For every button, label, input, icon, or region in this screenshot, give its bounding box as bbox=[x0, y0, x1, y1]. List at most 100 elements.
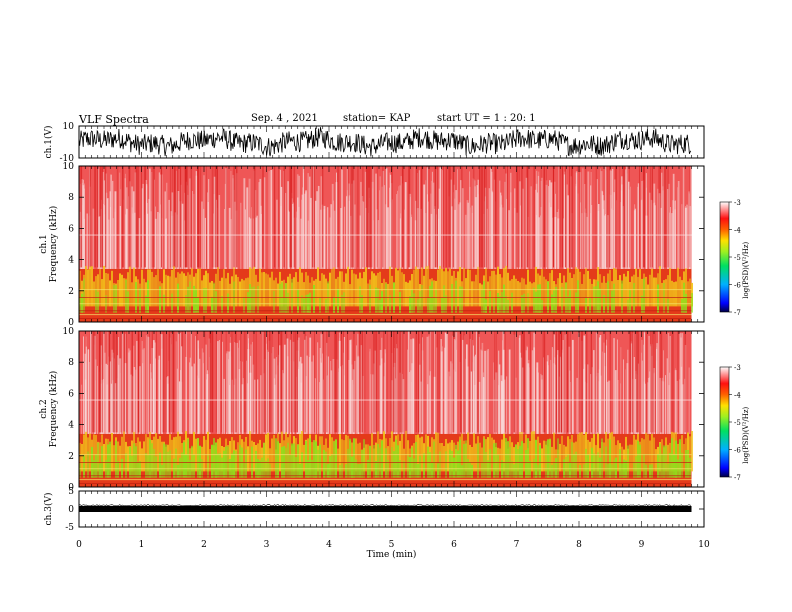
ch2-spectrogram-green-column bbox=[517, 449, 519, 478]
ch2-spectrogram-yellow-column bbox=[143, 441, 145, 472]
ch2-spectrogram-speckle-white bbox=[653, 368, 656, 438]
ch2-spectrogram-green-column bbox=[665, 445, 667, 478]
ch2-spectrogram-speckle-red bbox=[386, 331, 388, 433]
ch1-spectrogram-speckle-white bbox=[522, 188, 524, 273]
ch1-spectrogram-speckle-white bbox=[249, 218, 252, 273]
ch2-spectrogram-heatmap-group bbox=[79, 331, 693, 487]
ch1-spectrogram-yellow-column bbox=[635, 268, 637, 307]
ch1-spectrogram-green-column bbox=[115, 285, 117, 313]
ch1-spectrogram-speckle-white bbox=[82, 179, 84, 272]
ch1-spectrogram-green-column bbox=[443, 285, 445, 313]
ch2-spectrogram-speckle-white bbox=[161, 348, 163, 438]
ch2-spectrogram-speckle-white bbox=[360, 345, 363, 437]
ch2-spectrogram-speckle-white bbox=[531, 350, 534, 438]
ch1-spectrogram-yellow-column bbox=[145, 282, 147, 307]
ch2-spectrogram-yellow-column bbox=[145, 434, 147, 472]
ch2-spectrogram-speckle-red bbox=[220, 331, 222, 433]
ch2-spectrogram-ylabel: Frequency (kHz) bbox=[48, 371, 59, 448]
ch2-spectrogram-speckle-white bbox=[427, 384, 429, 438]
ch1-spectrogram-speckle-white bbox=[251, 207, 252, 273]
ch1-spectrogram-speckle-red bbox=[289, 166, 291, 268]
ch1-spectrogram-yellow-column bbox=[351, 269, 353, 307]
x-tick-label: 0 bbox=[76, 540, 82, 550]
ch3-waveform-ytick-label: -5 bbox=[65, 523, 74, 533]
ch2-spectrogram-speckle-white bbox=[385, 353, 386, 438]
ch2-spectrogram-yellow-column bbox=[95, 434, 97, 472]
ch2-spectrogram-yellow-column bbox=[655, 449, 657, 472]
ch1-spectrogram-speckle-white bbox=[195, 171, 198, 273]
ch1-spectrogram-yellow-column bbox=[151, 271, 153, 307]
ch2-spectrogram-green-column bbox=[243, 462, 245, 478]
ch1-spectrogram-yellow-column bbox=[271, 271, 273, 307]
ch1-spectrogram-speckle-red bbox=[445, 166, 448, 268]
ch1-spectrogram-yellow-column bbox=[557, 278, 559, 307]
ch2-spectrogram-speckle-white bbox=[455, 381, 457, 438]
ch1-spectrogram-green-column bbox=[419, 291, 421, 313]
ch1-spectrogram-green-column bbox=[575, 292, 577, 313]
ch1-spectrogram-speckle-white bbox=[471, 212, 473, 273]
ch1-spectrogram-speckle-white bbox=[413, 167, 415, 273]
ch1-spectrogram-speckle-red bbox=[369, 166, 371, 268]
ch1-spectrogram-green-column bbox=[333, 296, 335, 313]
ch1-spectrogram-yellow-column bbox=[677, 267, 679, 307]
ch2-spectrogram-green-column bbox=[377, 443, 379, 478]
ch1-spectrogram-speckle-white bbox=[379, 176, 381, 273]
ch1-spectrogram-green-column bbox=[83, 278, 85, 313]
ch1-spectrogram-speckle-white bbox=[192, 191, 193, 273]
ch1-spectrogram-speckle-red bbox=[216, 166, 218, 268]
ch1-spectrogram-yellow-column bbox=[349, 284, 351, 307]
ch1-spectrogram-speckle-white bbox=[677, 187, 678, 272]
ch2-spectrogram-speckle-white bbox=[107, 364, 108, 438]
ch1-spectrogram-speckle-white bbox=[314, 200, 317, 273]
ch2-spectrogram-speckle-white bbox=[254, 379, 256, 438]
ch1-spectrogram-yellow-column bbox=[169, 276, 171, 307]
ch2-spectrogram-speckle-white bbox=[217, 341, 219, 438]
ch2-spectrogram-speckle-red bbox=[661, 331, 663, 433]
ch2-spectrogram-speckle-white bbox=[339, 337, 340, 438]
ch1-spectrogram-green-column bbox=[125, 279, 127, 313]
ch2-spectrogram-green-column bbox=[557, 438, 559, 478]
ch2-spectrogram-green-column bbox=[301, 452, 303, 478]
ch2-spectrogram-speckle-white bbox=[349, 340, 351, 438]
ch1-waveform-ytick-label: 10 bbox=[63, 122, 75, 132]
ch1-spectrogram-green-column bbox=[691, 293, 693, 313]
ch1-spectrogram-speckle-white bbox=[454, 209, 457, 273]
ch1-spectrogram-speckle-red bbox=[352, 166, 353, 268]
ch2-spectrogram-tone-line bbox=[79, 483, 692, 484]
ch1-spectrogram-yellow-column bbox=[477, 266, 479, 307]
ch2-spectrogram-green-column bbox=[219, 453, 221, 478]
ch2-spectrogram-yellow-column bbox=[513, 447, 515, 472]
ch2-spectrogram-speckle-white bbox=[308, 357, 311, 438]
ch2-spectrogram-speckle-white bbox=[412, 339, 414, 438]
ch2-spectrogram-yellow-column bbox=[473, 433, 475, 472]
ch2-spectrogram-speckle-white bbox=[636, 333, 638, 437]
ch1-spectrogram-green-column bbox=[337, 289, 339, 313]
ch2-spectrogram-ytick-label: 4 bbox=[68, 421, 74, 431]
ch1-spectrogram-colorbar bbox=[719, 201, 730, 313]
ch1-spectrogram-speckle-red bbox=[290, 166, 292, 268]
ch1-spectrogram-speckle-white bbox=[469, 207, 471, 273]
ch1-spectrogram-speckle-white bbox=[280, 186, 283, 273]
ch2-spectrogram-yellow-column bbox=[365, 444, 367, 472]
ch2-spectrogram-yellow-column bbox=[201, 446, 203, 472]
ch1-spectrogram-speckle-white bbox=[148, 199, 150, 273]
ch1-spectrogram-speckle-white bbox=[341, 169, 343, 273]
ch2-spectrogram-yellow-column bbox=[171, 439, 173, 472]
ch2-spectrogram-speckle-white bbox=[649, 371, 651, 438]
ch1-spectrogram-speckle-white bbox=[240, 202, 242, 273]
ch1-spectrogram-yellow-column bbox=[579, 271, 581, 307]
ch2-spectrogram-ytick-label: 10 bbox=[63, 327, 75, 337]
ch2-spectrogram-yellow-column bbox=[367, 444, 369, 472]
ch1-spectrogram-speckle-white bbox=[459, 202, 461, 273]
ch2-spectrogram-speckle-white bbox=[94, 380, 96, 437]
ch2-spectrogram-speckle-red bbox=[294, 331, 296, 433]
ch2-spectrogram-speckle-red bbox=[569, 331, 571, 433]
ch2-spectrogram-speckle-red bbox=[89, 331, 91, 433]
ch1-spectrogram-speckle-white bbox=[149, 168, 151, 273]
ch2-spectrogram-green-column bbox=[319, 444, 321, 478]
ch2-spectrogram-yellow-column bbox=[205, 439, 207, 472]
ch1-spectrogram-yellow-column bbox=[563, 275, 565, 307]
ch2-spectrogram-speckle-red bbox=[271, 331, 273, 433]
ch2-spectrogram-yellow-column bbox=[621, 446, 623, 472]
ch2-spectrogram-green-column bbox=[413, 458, 415, 478]
